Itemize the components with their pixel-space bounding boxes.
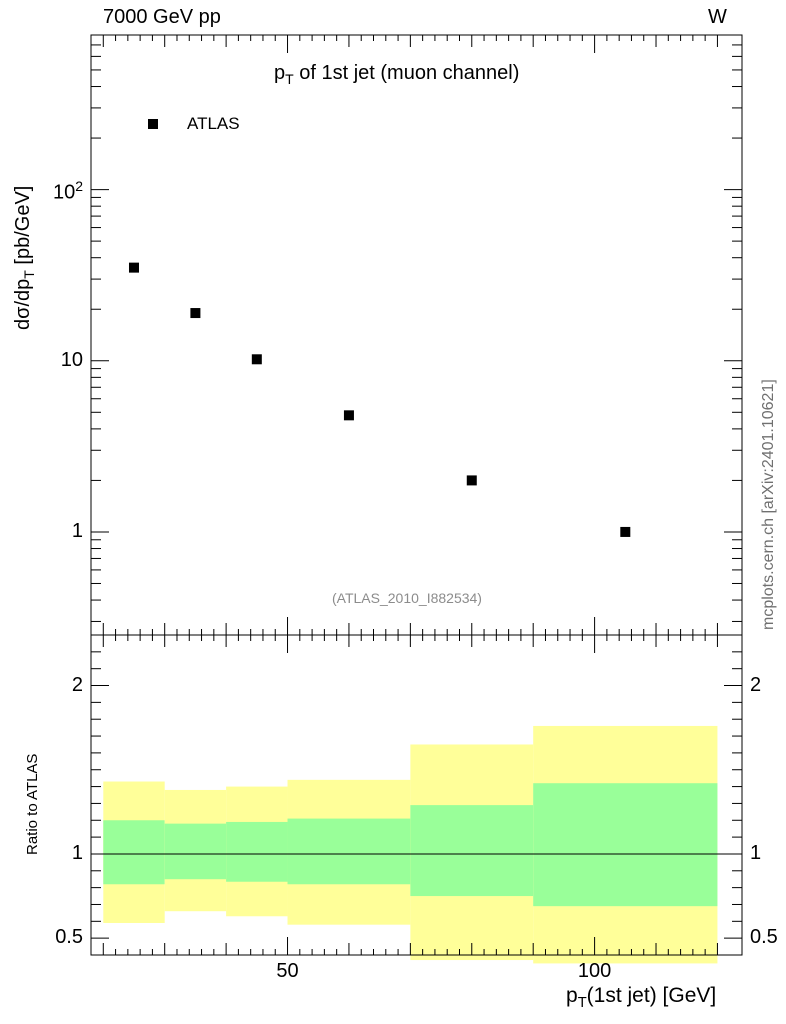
y-tick-label-ratio-left-2: 2	[71, 673, 83, 696]
y-tick-label-ratio-left-0: 0.5	[55, 926, 83, 949]
legend-marker	[148, 119, 158, 129]
x-tick-label-1: 100	[577, 960, 612, 982]
ratio-frame	[90, 634, 743, 956]
data-markers	[128, 262, 631, 537]
ratio-band-inner-3	[287, 818, 411, 885]
x-axis-label: pT(1st jet) [GeV]	[566, 984, 717, 1012]
reference-label: (ATLAS_2010_I882534)	[332, 590, 482, 606]
watermark: mcplots.cern.ch [arXiv:2401.10621]	[760, 379, 777, 630]
ratio-band-inner-2	[226, 821, 288, 882]
y-tick-label-ratio-right-2: 2	[750, 673, 762, 696]
data-point-4	[466, 475, 477, 486]
data-point-0	[128, 262, 139, 273]
plot-title: pT of 1st jet (muon channel)	[274, 62, 520, 87]
y-tick-label-main-1: 10	[60, 348, 83, 371]
x-tick-label-0: 50	[276, 960, 299, 982]
axis-ticks	[91, 34, 742, 956]
y-tick-label-ratio-left-1: 1	[71, 841, 83, 864]
ratio-bands	[103, 725, 718, 964]
ratio-band-inner-5	[533, 783, 718, 907]
y-tick-label-ratio-right-0: 0.5	[750, 926, 778, 949]
ratio-band-inner-1	[164, 823, 227, 880]
process-label: W	[708, 6, 727, 28]
ratio-axis-label: Ratio to ATLAS	[24, 753, 41, 855]
data-point-1	[190, 308, 201, 319]
energy-label: 7000 GeV pp	[103, 6, 221, 28]
ratio-band-inner-0	[103, 820, 165, 885]
legend-label: ATLAS	[187, 114, 240, 133]
ratio-band-inner-4	[410, 805, 534, 897]
data-point-5	[620, 526, 631, 537]
y-tick-label-main-0: 1	[71, 519, 83, 542]
y-tick-label-ratio-right-1: 1	[750, 841, 762, 864]
y-tick-label-main-2: 102	[52, 177, 83, 204]
data-point-3	[343, 410, 354, 421]
y-axis-label: dσ/dpT [pb/GeV]	[12, 185, 37, 330]
data-point-2	[251, 354, 262, 365]
